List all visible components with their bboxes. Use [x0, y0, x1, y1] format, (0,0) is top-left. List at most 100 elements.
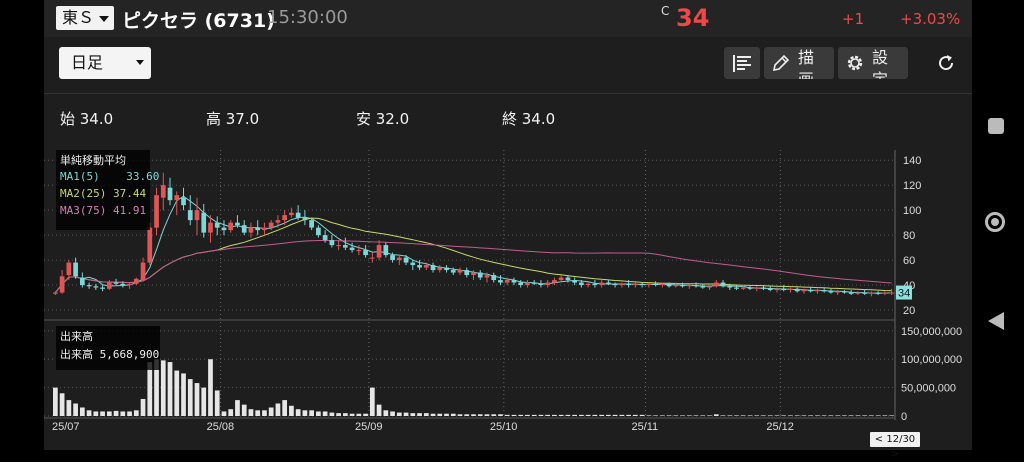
indicator-button[interactable] — [724, 47, 760, 79]
volume-bar — [160, 360, 166, 416]
recents-icon[interactable] — [988, 118, 1004, 134]
candle-body — [369, 257, 375, 259]
candle-body — [646, 283, 652, 286]
candle-body — [228, 222, 234, 231]
volume-bar — [545, 414, 551, 416]
refresh-icon[interactable] — [936, 53, 956, 73]
candle-body — [713, 282, 719, 287]
volume-bar — [801, 415, 807, 416]
date-tick-label: 25/08 — [207, 421, 235, 433]
candle-body — [201, 212, 207, 233]
candle-body — [491, 275, 497, 281]
volume-bar — [423, 413, 429, 416]
candle-body — [208, 222, 213, 233]
settings-button[interactable]: 設定 — [838, 47, 908, 79]
market-select[interactable]: 東Ｓ — [56, 6, 114, 30]
candle-body — [558, 277, 564, 281]
volume-bar — [572, 414, 578, 416]
candle-body — [747, 287, 753, 289]
volume-bar — [282, 400, 288, 416]
volume-bar — [740, 415, 746, 416]
candle-body — [255, 227, 261, 231]
volume-bar — [396, 412, 402, 416]
stock-chart[interactable]: 14012010080604020150,000,000100,000,0005… — [44, 140, 972, 450]
last-price-tag — [896, 285, 912, 300]
candle-body — [336, 245, 341, 247]
candle-body — [855, 292, 861, 294]
candle-body — [619, 283, 625, 286]
volume-bar — [113, 410, 119, 416]
candle-body — [801, 290, 807, 292]
volume-bar — [612, 414, 618, 416]
chevron-down-icon — [99, 16, 109, 22]
candle-body — [106, 282, 112, 289]
volume-bar — [788, 415, 793, 416]
volume-bar — [410, 413, 416, 416]
candle-body — [565, 277, 571, 281]
volume-bar — [309, 410, 315, 416]
volume-bar — [471, 414, 476, 416]
candle-body — [592, 283, 598, 286]
candle-body — [815, 290, 820, 292]
volume-bar — [477, 414, 483, 416]
ma2-line — [55, 217, 892, 293]
volume-bar — [653, 415, 658, 416]
price-tick-label: 100 — [903, 205, 921, 217]
candle-body — [154, 195, 159, 228]
volume-bar — [808, 415, 814, 416]
date-tick-label: 25/09 — [355, 421, 383, 433]
candle-body — [774, 288, 780, 291]
volume-bar — [713, 414, 719, 416]
candle-body — [282, 215, 288, 221]
candle-body — [457, 270, 463, 273]
candle-body — [626, 283, 631, 286]
volume-bar — [504, 414, 510, 416]
candle-body — [113, 282, 119, 284]
volume-bar — [268, 407, 274, 416]
candle-body — [585, 283, 591, 286]
volume-bar — [511, 414, 517, 416]
volume-bar — [417, 413, 422, 416]
date-navigator[interactable]: < 12/30 > — [870, 432, 920, 460]
price-tick-label: 80 — [903, 230, 915, 242]
candle-body — [606, 282, 611, 284]
candle-body — [262, 227, 267, 231]
volume-bar — [329, 412, 335, 416]
volume-tick-label: 0 — [901, 411, 907, 423]
candle-body — [673, 285, 679, 287]
volume-bar — [73, 403, 78, 416]
volume-bar — [875, 415, 881, 416]
candle-body — [167, 187, 173, 201]
volume-bar — [585, 414, 591, 416]
volume-bar — [794, 415, 800, 416]
draw-button[interactable]: 描画 — [764, 47, 834, 79]
candle-body — [221, 227, 227, 231]
home-icon[interactable] — [985, 212, 1005, 232]
volume-bar — [700, 415, 706, 416]
last-price-label: 34 — [898, 288, 910, 300]
volume-bar — [666, 415, 672, 416]
volume-bar — [457, 414, 463, 416]
ma2-legend: MA2(25) 37.44 — [60, 187, 147, 200]
volume-bar — [248, 409, 254, 416]
volume-bar — [302, 410, 308, 416]
volume-bar — [53, 387, 58, 416]
ma-legend-title: 単純移動平均 — [60, 154, 126, 167]
candle-body — [552, 280, 557, 283]
volume-bar — [632, 414, 638, 416]
volume-bar — [558, 414, 564, 416]
candle-body — [417, 265, 422, 268]
volume-bar — [154, 359, 159, 416]
volume-bar — [255, 410, 261, 416]
volume-bar — [167, 362, 173, 416]
volume-bar — [390, 411, 395, 416]
period-select[interactable]: 日足 — [59, 47, 151, 79]
back-icon[interactable] — [988, 312, 1004, 330]
volume-bar — [734, 415, 739, 416]
candle-body — [727, 286, 733, 288]
candle-body — [869, 292, 874, 294]
volume-bar — [862, 415, 868, 416]
volume-bar — [579, 414, 584, 416]
chart-toolbar: 日足 描画 設定 — [44, 37, 972, 94]
volume-bar — [93, 411, 99, 416]
